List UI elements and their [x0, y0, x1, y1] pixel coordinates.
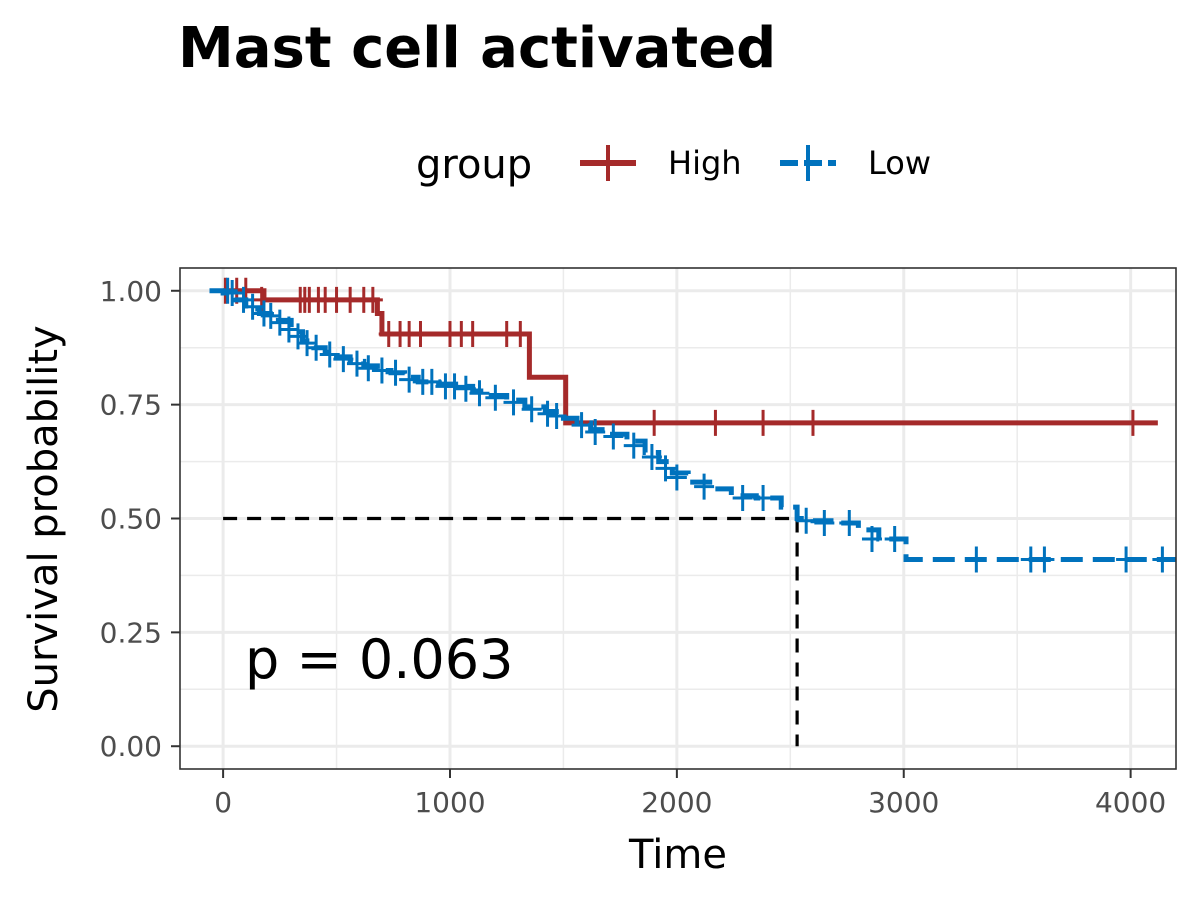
censor-mark-low [217, 277, 238, 304]
censor-mark-high [753, 409, 774, 436]
censor-mark-low [603, 423, 624, 450]
p-value-annotation: p = 0.063 [245, 628, 513, 691]
censor-mark-low [371, 357, 392, 384]
censor-mark-high [462, 321, 483, 348]
censor-mark-low [1116, 546, 1137, 573]
chart-title: Mast cell activated [178, 16, 776, 81]
survival-curve-low [209, 288, 1176, 562]
x-tick-label: 0 [214, 786, 232, 819]
censor-mark-low [623, 432, 644, 459]
censor-mark-low [385, 359, 406, 386]
censor-mark-low [421, 368, 442, 395]
censor-mark-low [1152, 546, 1173, 573]
censor-mark-low [242, 293, 263, 320]
legend-key-high [580, 145, 636, 181]
censor-mark-high [362, 286, 383, 313]
censor-mark-high [802, 409, 823, 436]
censor-mark-low [732, 485, 753, 512]
censor-mark-high [644, 409, 665, 436]
censor-mark-low [503, 389, 524, 416]
censor-mark-low [861, 525, 882, 552]
censor-mark-low [222, 280, 243, 307]
censor-mark-low [444, 373, 465, 400]
censor-mark-low [469, 380, 490, 407]
censor-mark-low [546, 403, 567, 430]
censor-mark-low [333, 346, 354, 373]
x-axis: 0 1000 2000 3000 4000 [214, 769, 1166, 819]
censor-mark-high [705, 409, 726, 436]
legend-label-high: High [668, 144, 742, 182]
censor-mark-low [521, 396, 542, 423]
censor-mark-high [1122, 409, 1143, 436]
plot-area: p = 0.063 [179, 267, 1177, 770]
censor-mark-low [537, 400, 558, 427]
y-tick-label: 0.25 [100, 616, 162, 649]
censor-mark-low [346, 350, 367, 377]
legend-key-low [780, 145, 836, 181]
censor-mark-low [233, 286, 254, 313]
y-tick-label: 0.00 [100, 730, 162, 763]
legend: group High Low [416, 142, 931, 188]
censor-mark-low [814, 510, 835, 537]
censor-mark-low [966, 546, 987, 573]
censor-mark-low [641, 444, 662, 471]
censor-mark-low [655, 455, 676, 482]
censor-mark-low [297, 330, 318, 357]
censor-mark-low [796, 507, 817, 534]
series-layer [209, 277, 1176, 573]
censor-mark-high [510, 321, 531, 348]
y-tick-label: 0.75 [100, 389, 162, 422]
median-lines [223, 516, 799, 747]
censor-mark-low [319, 341, 340, 368]
censor-mark-low [278, 316, 299, 343]
censor-mark-low [399, 366, 420, 393]
legend-label-low: Low [868, 144, 931, 182]
y-tick-label: 0.50 [100, 503, 162, 536]
censor-mark-low [287, 323, 308, 350]
series-high [215, 277, 1158, 436]
survival-curve-high [223, 288, 1158, 426]
censor-mark-low [571, 412, 592, 439]
censor-mark-high [410, 321, 431, 348]
censor-mark-low [884, 525, 905, 552]
x-axis-title: Time [628, 832, 727, 878]
series-low [209, 277, 1176, 573]
censor-mark-low [585, 418, 606, 445]
censor-mark-low [269, 309, 290, 336]
censor-mark-low [455, 375, 476, 402]
y-tick-label: 1.00 [100, 275, 162, 308]
censor-mark-low [839, 510, 860, 537]
censor-mark-low [485, 384, 506, 411]
censor-mark-low [753, 485, 774, 512]
censor-mark-low [260, 302, 281, 329]
censor-mark-low [666, 464, 687, 491]
x-tick-label: 1000 [414, 786, 485, 819]
censor-mark-low [1034, 546, 1055, 573]
legend-title: group [416, 142, 532, 188]
x-tick-label: 2000 [641, 786, 712, 819]
censor-mark-low [306, 334, 327, 361]
x-tick-label: 3000 [868, 786, 939, 819]
y-axis-title: Survival probability [21, 325, 67, 712]
censor-mark-low [694, 473, 715, 500]
censor-mark-low [358, 355, 379, 382]
x-tick-label: 4000 [1095, 786, 1166, 819]
y-axis: 0.00 0.25 0.50 0.75 1.00 [100, 275, 180, 763]
